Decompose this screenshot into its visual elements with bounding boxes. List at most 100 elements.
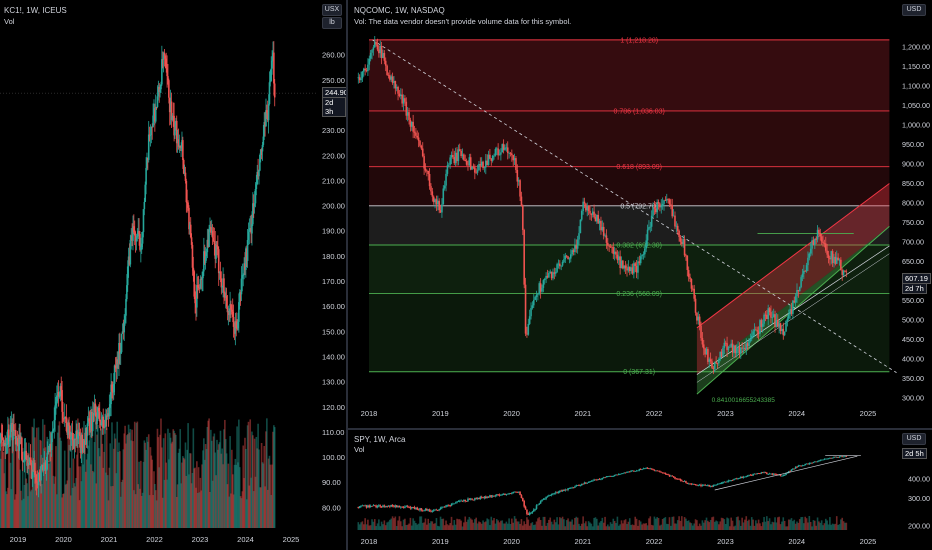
left-unit-top[interactable]: USX bbox=[322, 4, 342, 16]
bottom-candle bbox=[611, 476, 613, 477]
left-volume-bar bbox=[171, 441, 174, 528]
left-volume-bar bbox=[251, 431, 253, 528]
bottom-volume-bar bbox=[671, 516, 674, 530]
main-chart-vol-label: Vol: The data vendor doesn't provide vol… bbox=[354, 17, 572, 26]
fib-zone bbox=[369, 39, 890, 111]
main-candle bbox=[367, 64, 369, 72]
bottom-volume-bar bbox=[697, 526, 700, 530]
bottom-volume-bar bbox=[752, 519, 754, 530]
bottom-volume-bar bbox=[601, 517, 604, 530]
bottom-candle bbox=[484, 496, 487, 499]
main-currency-button[interactable]: USD bbox=[902, 4, 926, 16]
main-candle bbox=[590, 213, 593, 215]
left-candle bbox=[72, 440, 75, 449]
pane-separator-vertical[interactable] bbox=[346, 0, 348, 550]
fib-zone bbox=[369, 205, 890, 246]
bottom-volume-bar bbox=[726, 517, 728, 530]
bottom-candle bbox=[497, 494, 499, 496]
main-candle bbox=[805, 265, 808, 272]
left-volume-bar bbox=[143, 440, 146, 528]
bottom-candle bbox=[523, 500, 525, 507]
bottom-volume-bar bbox=[483, 522, 486, 530]
bottom-candle bbox=[408, 506, 410, 508]
bottom-candle bbox=[834, 456, 837, 458]
left-candle bbox=[224, 295, 227, 298]
main-candle bbox=[712, 367, 715, 369]
left-candle bbox=[139, 234, 141, 250]
left-candle bbox=[10, 423, 13, 425]
bottom-volume-bar bbox=[826, 520, 828, 530]
main-candle bbox=[464, 159, 467, 162]
left-candle bbox=[87, 418, 90, 424]
bottom-volume-bar bbox=[550, 521, 553, 530]
main-candle bbox=[808, 253, 811, 258]
bottom-candle bbox=[760, 472, 763, 474]
left-candle bbox=[80, 434, 83, 453]
main-candle bbox=[408, 112, 410, 120]
bottom-volume-bar bbox=[408, 523, 410, 530]
left-volume-bar bbox=[263, 445, 266, 528]
left-price-chart[interactable]: 80.0090.00100.00110.00120.00130.00140.00… bbox=[0, 0, 346, 550]
bottom-volume-bar bbox=[823, 523, 826, 530]
bottom-candle bbox=[512, 491, 515, 493]
main-candle bbox=[729, 346, 731, 348]
bottom-volume-bar bbox=[416, 524, 419, 530]
left-volume-bar bbox=[14, 494, 17, 528]
bottom-volume-bar bbox=[720, 517, 723, 530]
bottom-candle bbox=[668, 474, 671, 477]
main-chart-pane[interactable]: 1 (1,218.28) 0.786 (1,036.03) 0.618 (893.0… bbox=[348, 0, 932, 428]
left-candle bbox=[160, 84, 162, 90]
main-candle bbox=[814, 239, 816, 246]
main-candle bbox=[771, 317, 774, 319]
main-candle bbox=[483, 167, 486, 169]
left-candle bbox=[245, 248, 248, 261]
left-unit-bottom[interactable]: lb bbox=[322, 17, 342, 29]
bottom-candle bbox=[785, 473, 787, 476]
left-chart-pane[interactable]: KC1!, 1W, ICEUS Vol USX lb 80.00 90.00 100… bbox=[0, 0, 346, 550]
bottom-volume-bar bbox=[819, 522, 822, 530]
bottom-volume-bar bbox=[583, 523, 586, 530]
left-candle bbox=[270, 68, 273, 82]
main-candle bbox=[427, 170, 430, 175]
left-volume-bar bbox=[25, 478, 28, 528]
main-candle bbox=[468, 157, 471, 166]
left-volume-bar bbox=[168, 459, 170, 528]
bottom-volume-bar bbox=[490, 516, 493, 530]
bottom-candle bbox=[739, 476, 742, 479]
bottom-chart-pane[interactable]: 200.00 300.00 400.00 2018 2019 2020 2021 2022 20… bbox=[348, 430, 932, 550]
left-candle bbox=[223, 278, 225, 293]
main-candle bbox=[487, 154, 490, 166]
bottom-candle bbox=[709, 486, 712, 487]
left-volume-bar bbox=[88, 440, 91, 528]
left-candle bbox=[251, 224, 253, 234]
bottom-candle bbox=[471, 498, 473, 500]
main-candle bbox=[564, 255, 567, 260]
bottom-volume-bar bbox=[393, 518, 395, 530]
bottom-currency-button[interactable]: USD bbox=[902, 433, 926, 445]
bottom-volume-bar bbox=[430, 521, 432, 530]
bottom-volume-bar bbox=[572, 524, 575, 530]
bottom-candle bbox=[633, 470, 635, 472]
left-candle bbox=[140, 243, 143, 248]
main-candle bbox=[833, 256, 835, 263]
left-candle bbox=[24, 450, 27, 452]
main-price-chart[interactable]: 1 (1,218.28)0.786 (1,036.03)0.618 (893.0… bbox=[348, 0, 932, 428]
bottom-volume-bar bbox=[491, 520, 494, 530]
left-volume-bar bbox=[92, 472, 95, 528]
left-candle bbox=[147, 157, 149, 160]
bottom-volume-bar bbox=[420, 516, 423, 530]
bottom-candle bbox=[642, 468, 645, 470]
main-candle bbox=[449, 157, 451, 165]
left-volume-bar bbox=[78, 500, 81, 528]
left-candle bbox=[18, 435, 21, 451]
left-volume-bar bbox=[43, 424, 46, 528]
bottom-candle bbox=[619, 473, 621, 475]
bottom-candle bbox=[586, 482, 589, 484]
bottom-candle bbox=[431, 511, 434, 512]
main-candle bbox=[528, 316, 531, 324]
main-candle bbox=[815, 239, 817, 240]
pane-separator-horizontal[interactable] bbox=[348, 428, 932, 430]
left-candle bbox=[204, 256, 207, 264]
main-candle bbox=[681, 241, 683, 244]
